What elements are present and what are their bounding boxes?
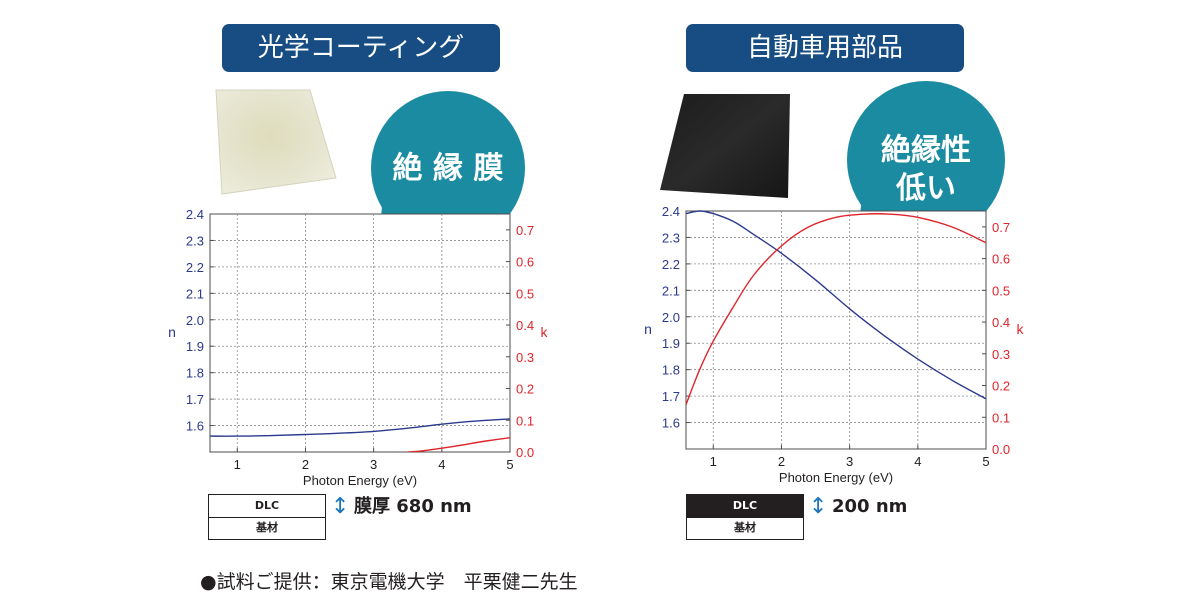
y2-tick-label: 0.0 [516,445,534,460]
sample-photo-coated-glass [215,89,337,195]
series-line-k [407,437,510,452]
plot-area [209,213,511,453]
y-tick-label: 2.0 [662,310,680,325]
y-tick-label: 1.9 [186,339,204,354]
x-tick-label: 3 [370,457,377,472]
x-tick-label: 1 [234,457,241,472]
y-tick-label: 1.8 [186,366,204,381]
y2-tick-label: 0.1 [992,410,1010,425]
series-line-k [686,213,986,405]
panel-optical-coating: 光学コーティング 絶 縁 膜 1.6 1.7 1.8 1.9 2.0 2.1 2.2 2.3 2… [168,24,549,540]
thickness-label: 膜厚 680 nm [354,496,472,517]
y-tick-label: 1.7 [186,392,204,407]
y2-tick-label: 0.4 [516,318,534,333]
y-tick-label: 2.4 [186,207,204,222]
x-axis-title: Photon Energy (eV) [779,470,893,485]
bubble-label-line1: 絶縁性 [881,133,971,168]
y-tick-label: 1.7 [662,389,680,404]
y2-tick-label: 0.6 [992,252,1010,267]
sample-photo-dark-plate [660,94,790,198]
y2-tick-label: 0.4 [992,315,1010,330]
y-tick-label: 2.2 [186,260,204,275]
plot-area [685,210,987,450]
y-tick-label: 2.2 [662,257,680,272]
series-line-n [686,210,986,400]
panel-title: 光学コーティング [222,24,500,72]
y-tick-label: 1.6 [186,419,204,434]
double-arrow-icon: ↕ [331,494,350,519]
y-tick-label: 2.0 [186,313,204,328]
y2-tick-label: 0.1 [516,413,534,428]
y2-tick-label: 0.2 [516,382,534,397]
substrate-layer: 基材 [734,521,756,534]
x-tick-label: 2 [778,454,785,469]
x-tick-label: 5 [506,457,513,472]
y-tick-label: 2.1 [186,286,204,301]
y2-axis-title: k [541,324,549,340]
y-tick-label: 1.9 [662,336,680,351]
sample-credit: ●試料ご提供：東京電機大学 平栗健二先生 [200,571,578,593]
bubble-label: 絶 縁 膜 [392,151,504,186]
x-tick-label: 4 [438,457,445,472]
y2-tick-label: 0.0 [992,442,1010,457]
panel-automotive-parts: 自動車用部品 絶縁性 低い 1.6 1.7 1.8 1.9 2.0 2.1 2.2 2.3 2.… [600,0,1200,616]
dlc-layer: DLC [687,495,803,518]
panel-title: 自動車用部品 [686,24,964,72]
y2-tick-label: 0.6 [516,255,534,270]
nk-chart-right: 1.6 1.7 1.8 1.9 2.0 2.1 2.2 2.3 2.4 0.0 0.1 0.2 0.3 0… [644,204,1025,485]
y2-tick-label: 0.2 [992,379,1010,394]
y2-tick-label: 0.3 [992,347,1010,362]
y-tick-label: 1.6 [662,416,680,431]
dlc-layer: DLC [209,495,325,518]
y2-axis-title: k [1017,321,1025,337]
double-arrow-icon: ↕ [809,494,828,519]
y-tick-label: 2.4 [662,204,680,219]
y2-tick-label: 0.5 [516,286,534,301]
layer-stack-diagram: DLC 基材 [686,494,804,540]
bubble-label-line2: 低い [896,171,956,206]
y-tick-label: 2.3 [662,230,680,245]
nk-chart-left: 1.6 1.7 1.8 1.9 2.0 2.1 2.2 2.3 2.4 0.0 0.1 0.2 0.3 0… [168,207,549,488]
y2-tick-label: 0.7 [516,223,534,238]
series-line-n [210,418,510,437]
y2-tick-label: 0.7 [992,220,1010,235]
x-tick-label: 2 [302,457,309,472]
x-tick-label: 5 [982,454,989,469]
layer-stack-diagram: DLC 基材 [208,494,326,540]
y2-tick-label: 0.5 [992,283,1010,298]
x-tick-label: 4 [914,454,921,469]
substrate-layer: 基材 [256,521,278,534]
y-axis-title: n [168,324,176,340]
y-tick-label: 1.8 [662,363,680,378]
y-tick-label: 2.3 [186,233,204,248]
x-tick-label: 3 [846,454,853,469]
x-tick-label: 1 [710,454,717,469]
thickness-label: 200 nm [832,496,908,517]
y-axis-title: n [644,321,652,337]
y2-tick-label: 0.3 [516,350,534,365]
y-tick-label: 2.1 [662,283,680,298]
x-axis-title: Photon Energy (eV) [303,473,417,488]
